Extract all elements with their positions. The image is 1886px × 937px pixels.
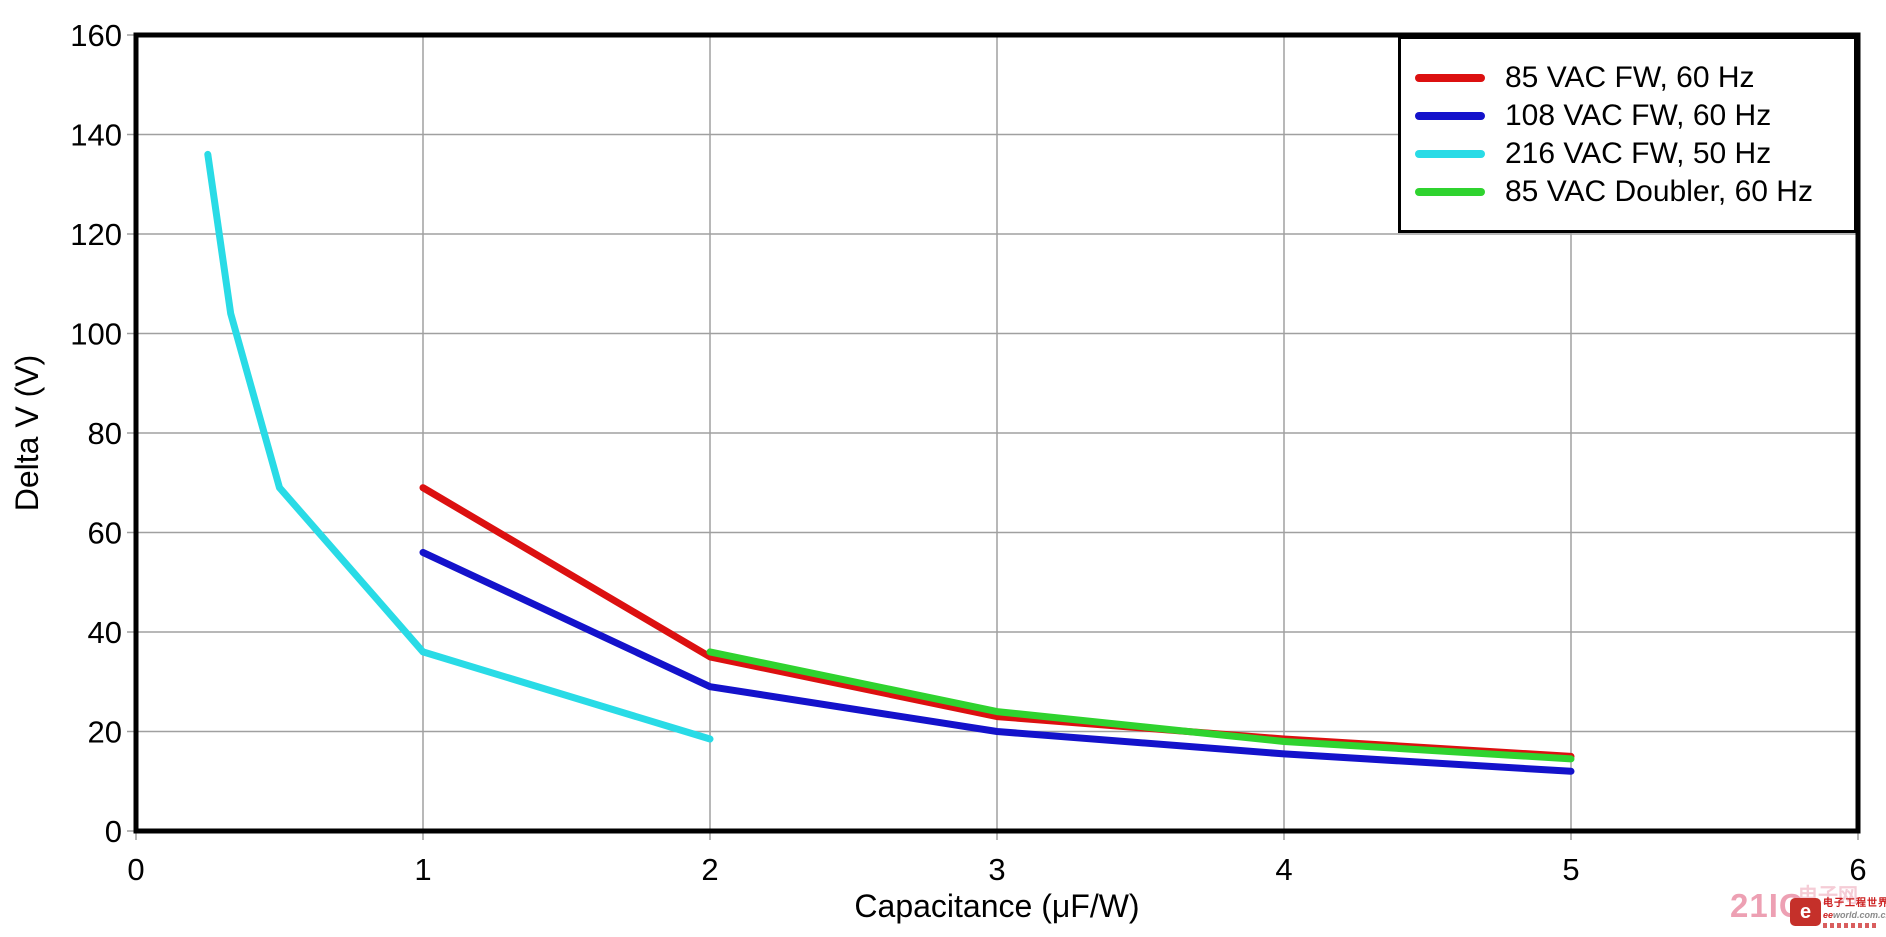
plot-border (133, 32, 1861, 834)
tick-label-y-80: 80 (88, 416, 122, 451)
plot-frame (133, 32, 1861, 834)
legend-label-85-vac-fw-60-hz: 85 VAC FW, 60 Hz (1505, 60, 1755, 94)
tick-label-x-0: 0 (127, 852, 144, 887)
legend-swatch-85-vac-doubler-60-hz (1415, 187, 1485, 196)
series-line-216-vac-fw-50-hz (204, 150, 714, 743)
tick-label-y-0: 0 (105, 814, 122, 849)
legend-item-108-vac-fw-60-hz: 108 VAC FW, 60 Hz (1415, 97, 1854, 135)
watermark-text-block: 电子工程世界 eeworld.com.cn (1823, 898, 1886, 928)
series-line-85-vac-doubler-60-hz (706, 648, 1575, 763)
tick-label-y-60: 60 (88, 516, 122, 551)
watermark-site-name: 电子工程世界 (1823, 898, 1886, 909)
legend-label-216-vac-fw-50-hz: 216 VAC FW, 50 Hz (1505, 136, 1772, 170)
legend-swatch-216-vac-fw-50-hz (1415, 149, 1485, 158)
eeworld-logo-letter: e (1799, 901, 1812, 923)
tick-label-x-1: 1 (414, 852, 431, 887)
legend-item-85-vac-fw-60-hz: 85 VAC FW, 60 Hz (1415, 59, 1854, 97)
tick-label-y-140: 140 (70, 118, 122, 153)
tick-label-x-4: 4 (1275, 852, 1292, 887)
series-line-108-vac-fw-60-hz (419, 548, 1575, 775)
tick-label-x-2: 2 (701, 852, 718, 887)
tick-label-x-3: 3 (988, 852, 1005, 887)
eeworld-logo-icon: e (1790, 898, 1821, 926)
x-axis-label: Capacitance (μF/W) (854, 888, 1139, 924)
y-axis-label: Delta V (V) (9, 355, 45, 511)
watermark-fine-print (1823, 923, 1886, 928)
tick-label-x-6: 6 (1849, 852, 1866, 887)
series-layer (204, 150, 1575, 775)
watermark-url-ee: ee (1823, 910, 1834, 920)
tick-label-y-100: 100 (70, 317, 122, 352)
tick-label-y-20: 20 (88, 715, 122, 750)
legend-label-85-vac-doubler-60-hz: 85 VAC Doubler, 60 Hz (1505, 174, 1813, 208)
legend-swatch-85-vac-fw-60-hz (1415, 73, 1485, 82)
tick-label-y-160: 160 (70, 18, 122, 53)
legend-item-216-vac-fw-50-hz: 216 VAC FW, 50 Hz (1415, 135, 1854, 173)
legend: 85 VAC FW, 60 Hz 108 VAC FW, 60 Hz 216 VAC… (1398, 36, 1857, 233)
legend-label-108-vac-fw-60-hz: 108 VAC FW, 60 Hz (1505, 98, 1772, 132)
legend-item-85-vac-doubler-60-hz: 85 VAC Doubler, 60 Hz (1415, 173, 1854, 211)
tick-label-x-5: 5 (1562, 852, 1579, 887)
tick-label-y-120: 120 (70, 217, 122, 252)
watermark-site-url: eeworld.com.cn (1823, 910, 1886, 921)
watermark-url-rest: world.com.cn (1833, 910, 1886, 920)
legend-swatch-108-vac-fw-60-hz (1415, 111, 1485, 120)
tick-label-y-40: 40 (88, 615, 122, 650)
watermark-21ic-eeworld: 电子网 21IC e 电子工程世界 eeworld.com.cn (1720, 885, 1886, 935)
